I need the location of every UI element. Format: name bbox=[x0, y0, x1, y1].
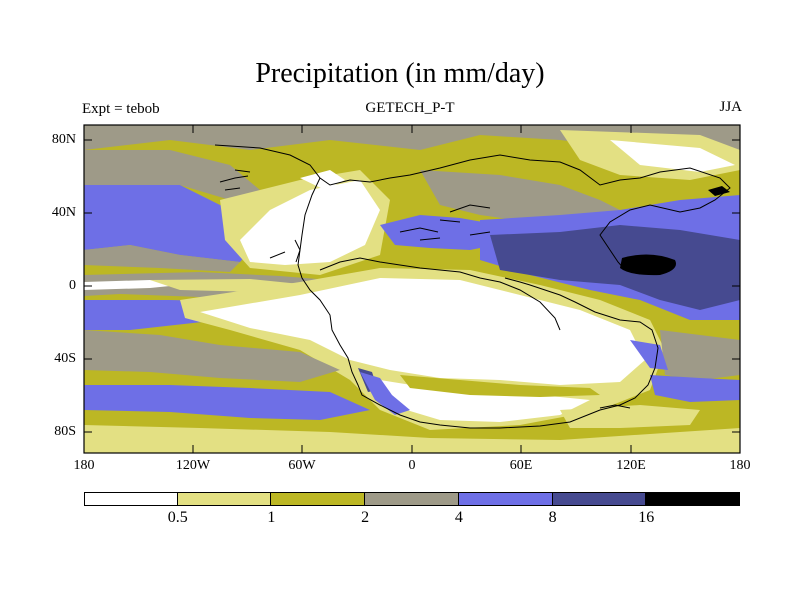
lon-label-120w: 120W bbox=[175, 458, 211, 473]
coastline-laurasia bbox=[214, 144, 731, 271]
colorbar-level-label: 2 bbox=[361, 509, 370, 526]
field-south-gray2 bbox=[660, 330, 740, 380]
chart-title: Precipitation (in mm/day) bbox=[255, 58, 545, 89]
colorbar-segment bbox=[646, 492, 740, 506]
colorbar-level-label: 0.5 bbox=[167, 509, 188, 526]
field-asia-darkblue bbox=[490, 225, 740, 310]
coastline-west-namerica bbox=[297, 177, 659, 429]
experiment-label: Expt = tebob bbox=[82, 101, 160, 117]
coastline-small-isles bbox=[269, 239, 301, 263]
colorbar-segment bbox=[84, 492, 178, 506]
lon-label-60w: 60W bbox=[288, 458, 316, 473]
lon-label-0: 0 bbox=[408, 458, 416, 473]
lon-label-120e: 120E bbox=[616, 458, 646, 473]
field-south-light bbox=[84, 425, 740, 453]
field-pangea-green-strip bbox=[400, 375, 600, 397]
lat-label-80s: 80S bbox=[54, 424, 76, 439]
lat-label-80n: 80N bbox=[51, 132, 76, 147]
colorbar-segment bbox=[458, 492, 553, 506]
season-label: JJA bbox=[719, 99, 742, 115]
lon-label-180w: 180 bbox=[73, 458, 95, 473]
field-nw-gray2 bbox=[84, 245, 240, 272]
lat-label-0: 0 bbox=[69, 278, 76, 293]
dataset-label: GETECH_P-T bbox=[365, 100, 455, 116]
field-south-blue3 bbox=[360, 372, 410, 415]
colorbar bbox=[84, 492, 740, 506]
lat-label-40s: 40S bbox=[54, 351, 76, 366]
colorbar-segment bbox=[177, 492, 272, 506]
field-north-white bbox=[610, 140, 735, 172]
coastline-tethys bbox=[319, 257, 561, 331]
field-asia-gray bbox=[420, 170, 640, 225]
colorbar-segment bbox=[552, 492, 647, 506]
colorbar-segment bbox=[271, 492, 366, 506]
colorbar-level-label: 4 bbox=[454, 509, 463, 526]
lat-label-40n: 40N bbox=[51, 205, 76, 220]
coastline-tethys-isles bbox=[399, 204, 491, 241]
field-nw-gray bbox=[84, 150, 260, 200]
field-namerica-white bbox=[240, 180, 380, 265]
colorbar-segment bbox=[365, 492, 459, 506]
coastline-arctic-isles bbox=[219, 169, 251, 191]
field-south-blue bbox=[84, 385, 370, 420]
field-south-gray bbox=[84, 330, 340, 382]
field-nw-blue bbox=[84, 185, 270, 262]
field-south-blue4 bbox=[630, 340, 668, 370]
lon-label-60e: 60E bbox=[509, 458, 533, 473]
colorbar-level-label: 8 bbox=[548, 509, 557, 526]
field-south-light2 bbox=[560, 405, 700, 428]
colorbar-level-label: 1 bbox=[267, 509, 276, 526]
field-pangea-white bbox=[200, 278, 645, 385]
coastline-south-isles bbox=[599, 404, 631, 409]
field-asia-heavy bbox=[620, 254, 676, 276]
lon-label-180e: 180 bbox=[729, 458, 751, 473]
field-asia-heavy2 bbox=[708, 186, 730, 196]
field-south-blue2 bbox=[650, 375, 740, 402]
colorbar-level-label: 16 bbox=[638, 509, 655, 526]
